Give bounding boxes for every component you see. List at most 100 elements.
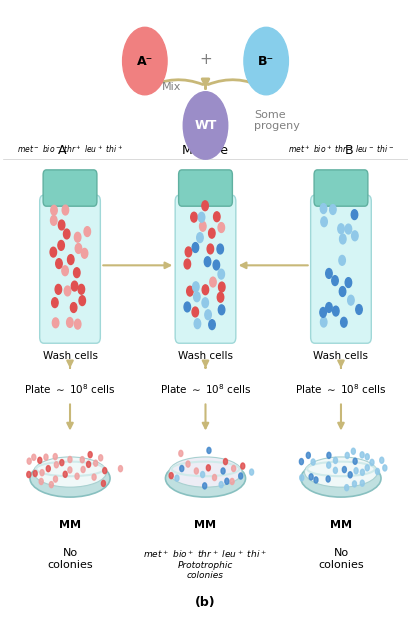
Circle shape bbox=[52, 298, 58, 308]
Circle shape bbox=[194, 319, 201, 329]
Circle shape bbox=[239, 473, 243, 479]
Circle shape bbox=[92, 474, 96, 480]
Circle shape bbox=[53, 454, 57, 460]
Circle shape bbox=[321, 317, 327, 327]
Circle shape bbox=[205, 310, 211, 319]
Circle shape bbox=[202, 201, 208, 210]
Circle shape bbox=[321, 217, 327, 227]
Circle shape bbox=[192, 243, 199, 253]
Circle shape bbox=[299, 459, 303, 465]
Ellipse shape bbox=[166, 459, 245, 497]
Circle shape bbox=[87, 461, 90, 467]
Ellipse shape bbox=[169, 457, 242, 487]
Circle shape bbox=[218, 223, 224, 233]
Circle shape bbox=[360, 452, 364, 458]
Circle shape bbox=[193, 282, 199, 292]
Text: (b): (b) bbox=[195, 596, 216, 609]
Circle shape bbox=[333, 467, 337, 474]
Ellipse shape bbox=[30, 459, 110, 497]
Circle shape bbox=[212, 474, 217, 480]
Circle shape bbox=[360, 480, 364, 487]
Text: (a): (a) bbox=[195, 146, 216, 159]
FancyBboxPatch shape bbox=[314, 170, 368, 206]
Circle shape bbox=[187, 286, 193, 296]
Circle shape bbox=[206, 465, 210, 471]
Circle shape bbox=[46, 465, 50, 472]
Circle shape bbox=[327, 462, 331, 468]
Circle shape bbox=[53, 476, 58, 482]
Circle shape bbox=[203, 483, 207, 489]
Text: B: B bbox=[345, 144, 353, 157]
Circle shape bbox=[88, 452, 92, 457]
FancyBboxPatch shape bbox=[175, 195, 236, 344]
Circle shape bbox=[218, 305, 225, 314]
Circle shape bbox=[353, 458, 357, 464]
Circle shape bbox=[348, 295, 354, 305]
Circle shape bbox=[197, 233, 203, 243]
Text: WT: WT bbox=[194, 119, 217, 132]
Circle shape bbox=[320, 204, 327, 214]
Circle shape bbox=[380, 457, 384, 463]
Circle shape bbox=[356, 305, 362, 314]
Circle shape bbox=[39, 478, 43, 485]
Text: Mixture: Mixture bbox=[182, 144, 229, 157]
Circle shape bbox=[191, 212, 197, 222]
Circle shape bbox=[219, 282, 225, 292]
Circle shape bbox=[345, 278, 352, 287]
Circle shape bbox=[58, 241, 65, 250]
Circle shape bbox=[50, 247, 57, 257]
Circle shape bbox=[327, 452, 331, 459]
Text: Mix: Mix bbox=[162, 82, 181, 92]
Circle shape bbox=[64, 286, 71, 296]
Circle shape bbox=[68, 456, 72, 462]
Circle shape bbox=[219, 482, 223, 488]
Circle shape bbox=[209, 320, 215, 329]
Text: No
colonies: No colonies bbox=[318, 548, 364, 570]
FancyBboxPatch shape bbox=[43, 170, 97, 206]
Circle shape bbox=[67, 254, 74, 264]
Circle shape bbox=[118, 465, 122, 472]
Circle shape bbox=[375, 469, 379, 475]
Circle shape bbox=[354, 468, 358, 474]
Circle shape bbox=[345, 224, 352, 234]
Circle shape bbox=[75, 473, 79, 479]
Circle shape bbox=[54, 462, 58, 468]
Circle shape bbox=[72, 281, 78, 291]
Circle shape bbox=[244, 27, 289, 95]
Circle shape bbox=[217, 244, 224, 254]
Circle shape bbox=[186, 461, 190, 467]
Circle shape bbox=[370, 459, 374, 465]
Circle shape bbox=[27, 458, 31, 464]
Circle shape bbox=[52, 318, 59, 327]
Circle shape bbox=[217, 292, 224, 302]
Circle shape bbox=[99, 455, 103, 461]
Circle shape bbox=[103, 467, 107, 474]
Circle shape bbox=[199, 212, 205, 222]
Circle shape bbox=[74, 268, 80, 277]
Circle shape bbox=[38, 457, 42, 464]
Text: Wash cells: Wash cells bbox=[178, 351, 233, 361]
Text: +: + bbox=[199, 52, 212, 67]
Circle shape bbox=[348, 472, 352, 478]
Circle shape bbox=[185, 247, 192, 257]
Text: Plate $\sim$ 10$^8$ cells: Plate $\sim$ 10$^8$ cells bbox=[295, 382, 387, 396]
Text: $met^-\ bio^-\ thr^+\ leu^+\ thi^+$: $met^-\ bio^-\ thr^+\ leu^+\ thi^+$ bbox=[17, 143, 123, 155]
Circle shape bbox=[49, 482, 53, 488]
Circle shape bbox=[44, 454, 48, 461]
Circle shape bbox=[332, 275, 338, 285]
Circle shape bbox=[230, 478, 234, 485]
Circle shape bbox=[180, 465, 184, 472]
Circle shape bbox=[339, 287, 346, 297]
Text: MM: MM bbox=[59, 521, 81, 530]
Circle shape bbox=[210, 277, 216, 287]
Circle shape bbox=[353, 481, 356, 487]
Circle shape bbox=[306, 452, 310, 459]
Circle shape bbox=[78, 284, 85, 294]
Circle shape bbox=[75, 243, 82, 253]
Circle shape bbox=[221, 468, 225, 474]
Circle shape bbox=[365, 465, 369, 471]
Circle shape bbox=[201, 472, 205, 478]
Circle shape bbox=[81, 248, 88, 258]
Circle shape bbox=[122, 27, 167, 95]
Circle shape bbox=[175, 475, 179, 481]
